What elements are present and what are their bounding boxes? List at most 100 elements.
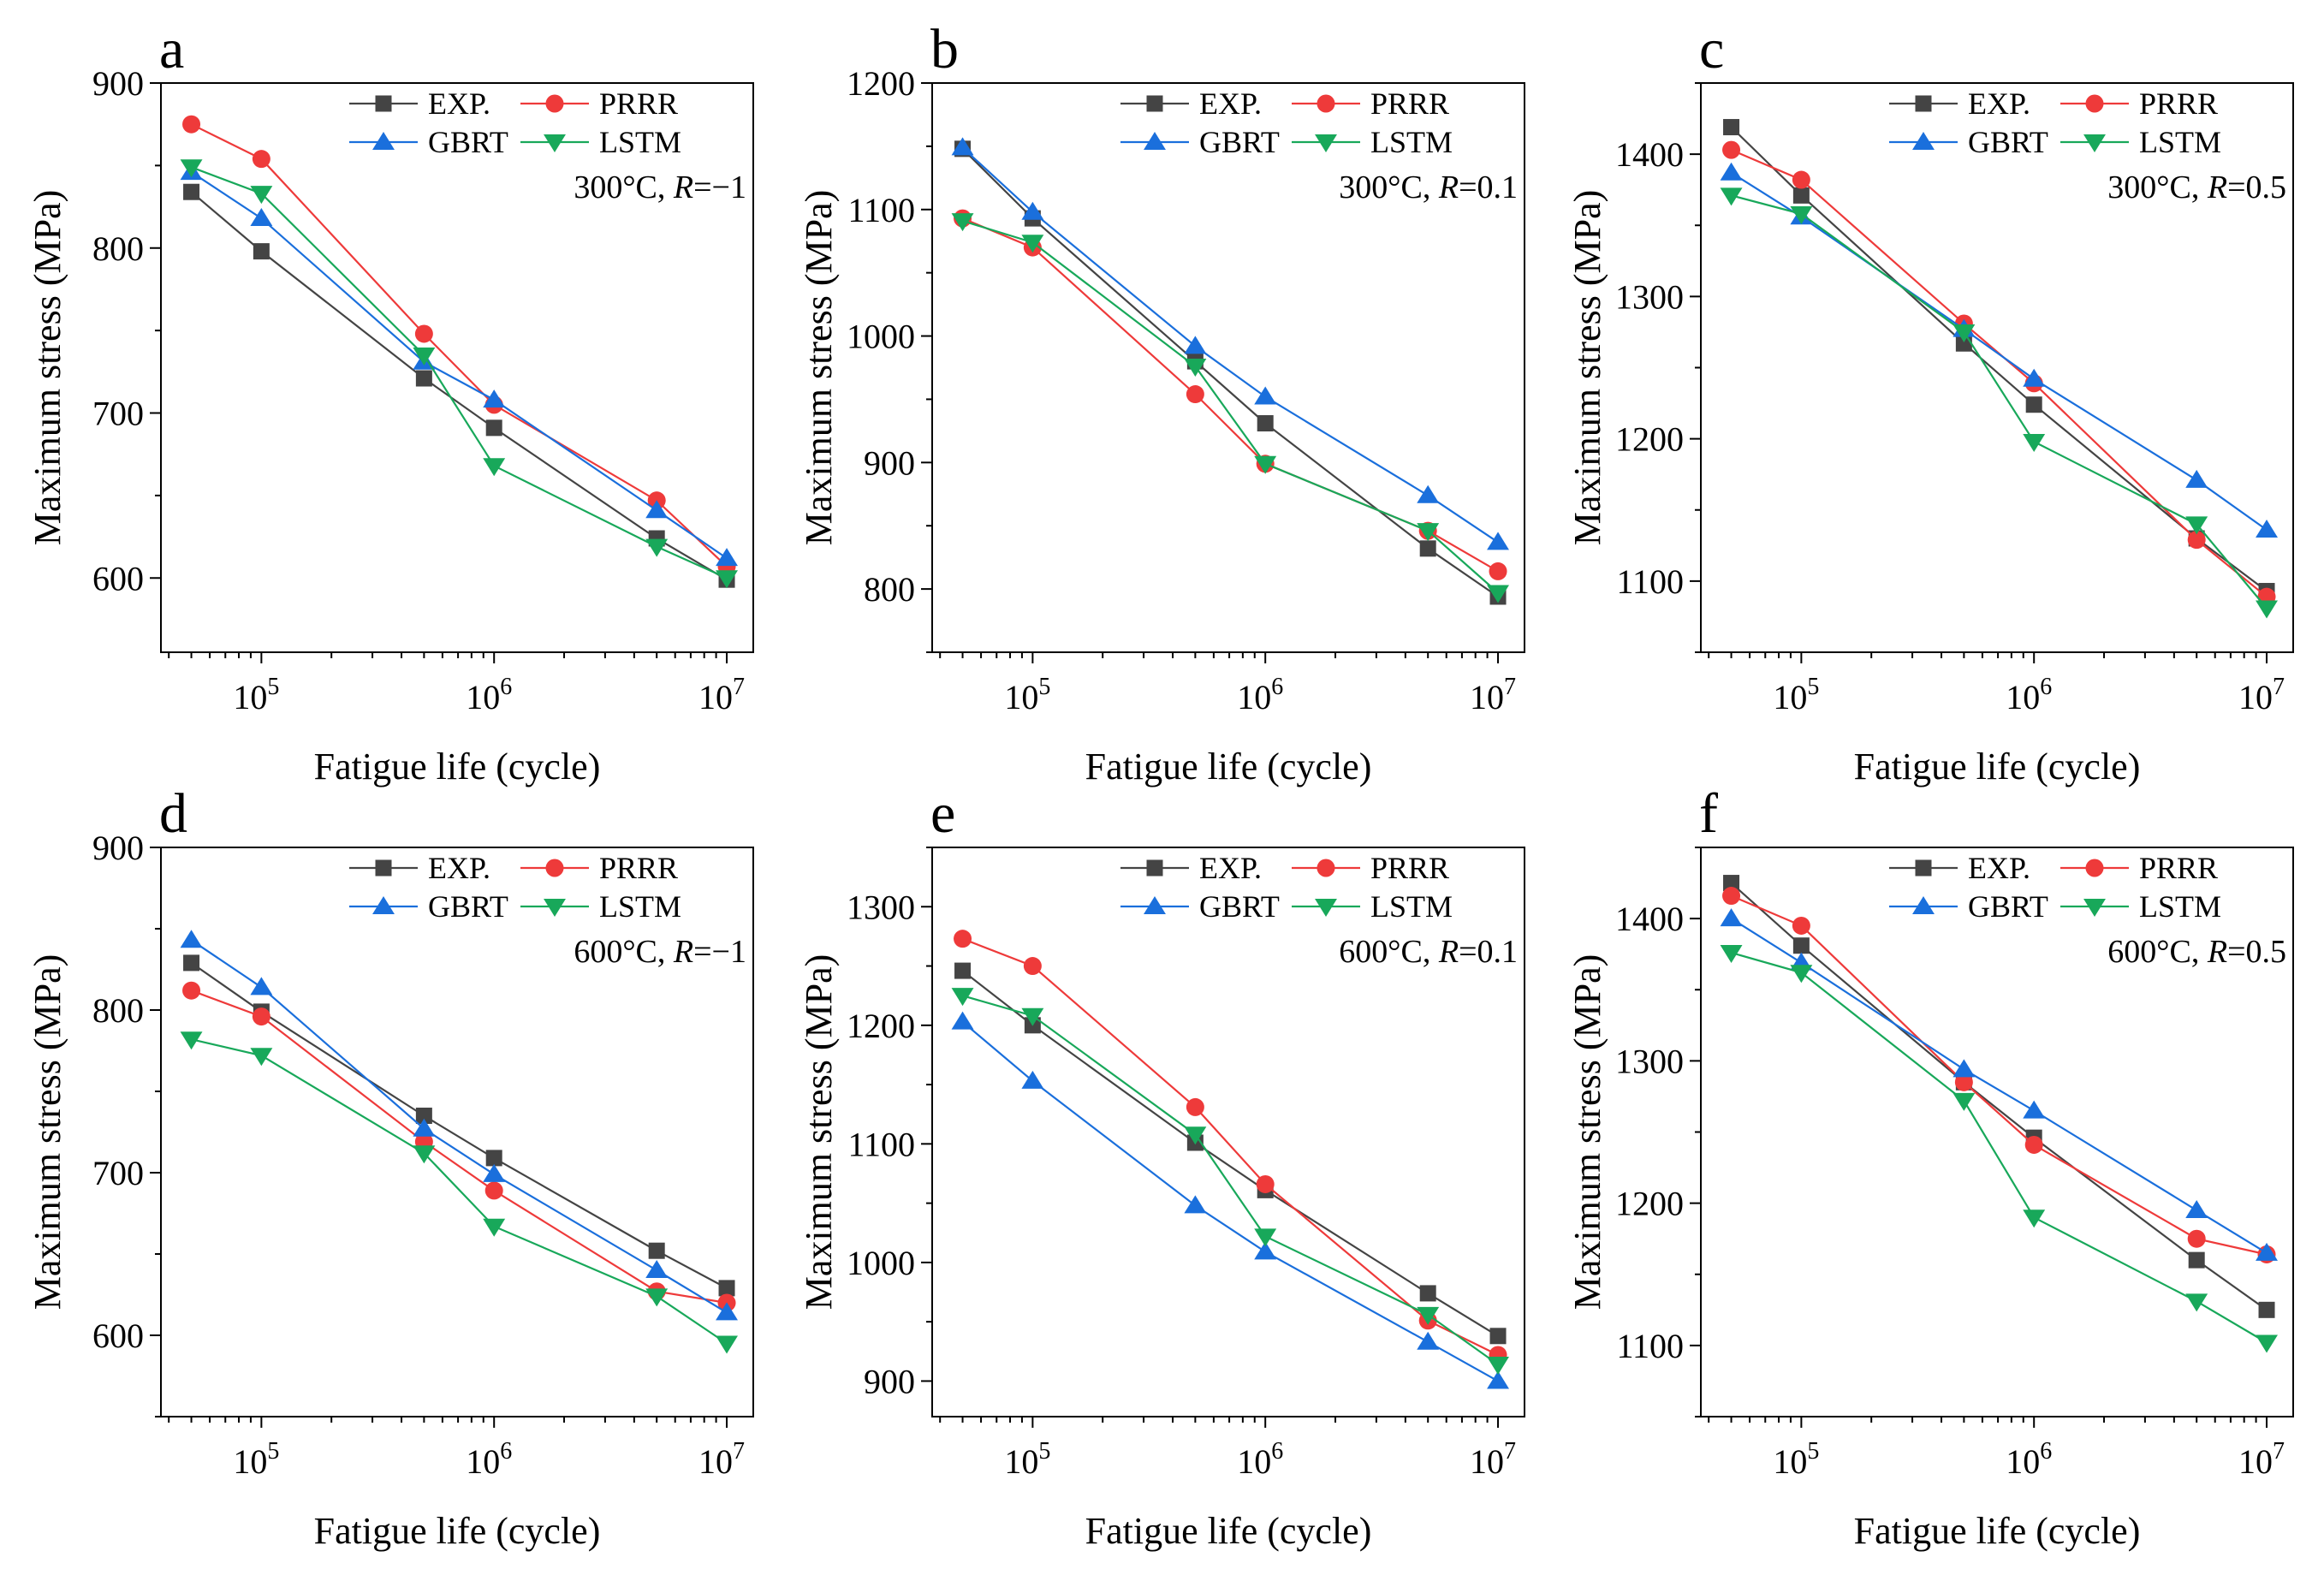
- x-tick-label: 106: [1237, 1438, 1283, 1481]
- data-point: [1257, 415, 1274, 432]
- x-tick-label: 105: [1773, 1438, 1819, 1481]
- data-point: [1954, 1073, 1973, 1091]
- legend-label: EXP.: [1199, 851, 1262, 885]
- x-tick-label: 106: [1237, 674, 1283, 716]
- data-point: [1419, 1285, 1436, 1302]
- y-axis-title: Maximum stress (MPa): [27, 190, 68, 546]
- panel-letter: f: [1699, 782, 1718, 845]
- data-point: [1720, 908, 1743, 927]
- data-point: [1419, 540, 1436, 557]
- data-point: [2023, 433, 2046, 452]
- legend-marker: [1144, 132, 1166, 150]
- y-tick-label: 1400: [1615, 135, 1684, 174]
- legend-marker: [544, 134, 566, 152]
- series-line: [1731, 951, 2268, 1344]
- legend: EXP. PRRR GBRT LSTM: [1889, 851, 2221, 924]
- series-line: [962, 995, 1499, 1365]
- data-point: [1487, 585, 1509, 603]
- y-tick-label: 800: [92, 229, 144, 268]
- data-point: [1417, 484, 1440, 503]
- data-point: [253, 243, 270, 260]
- data-point: [716, 1335, 738, 1354]
- data-point: [1792, 916, 1810, 935]
- series-line: [962, 217, 1499, 573]
- x-tick-label: 107: [1470, 674, 1516, 716]
- x-tick-label: 107: [1470, 1438, 1516, 1481]
- panel-letter: b: [930, 18, 959, 80]
- data-point: [485, 419, 502, 437]
- plot-frame: [931, 847, 1525, 1417]
- chart-panel-f: 1100 1200 1300 1400 105 106 107 Fatigue life (c…: [1566, 782, 2294, 1552]
- series-gbrt: [180, 162, 738, 567]
- legend-label: EXP.: [428, 851, 490, 885]
- legend-label: PRRR: [1370, 851, 1449, 885]
- legend-label: EXP.: [428, 86, 490, 121]
- series-line: [1730, 171, 2268, 531]
- data-point: [415, 1108, 432, 1124]
- data-point: [1953, 1092, 1976, 1111]
- legend-marker: [1144, 896, 1166, 914]
- series-line: [961, 146, 1499, 544]
- series-lstm: [180, 1031, 738, 1354]
- x-axis-title: Fatigue life (cycle): [1085, 1510, 1372, 1552]
- legend-label: PRRR: [1370, 86, 1449, 121]
- data-point: [413, 1145, 436, 1164]
- data-point: [1722, 140, 1741, 159]
- data-point: [1184, 1195, 1207, 1214]
- y-tick-label: 800: [864, 570, 915, 609]
- data-point: [645, 1260, 669, 1278]
- data-point: [2023, 368, 2046, 387]
- data-point: [2185, 469, 2208, 488]
- data-point: [951, 137, 974, 156]
- legend: EXP. PRRR GBRT LSTM: [1889, 86, 2221, 159]
- legend: EXP. PRRR GBRT LSTM: [1120, 86, 1453, 159]
- x-tick-label: 107: [2238, 1438, 2285, 1481]
- data-point: [1184, 336, 1207, 354]
- series-line: [961, 970, 1499, 1337]
- series-line: [190, 961, 728, 1289]
- x-tick-label: 106: [2006, 1438, 2052, 1481]
- y-tick-label: 1200: [847, 64, 915, 103]
- plot-frame: [160, 847, 754, 1417]
- y-tick-label: 600: [92, 1316, 144, 1355]
- data-point: [252, 1007, 270, 1026]
- data-point: [2187, 531, 2206, 550]
- y-tick-label: 1300: [1615, 1042, 1684, 1080]
- data-point: [2187, 1229, 2206, 1248]
- legend-marker: [1317, 859, 1335, 877]
- legend-marker: [2085, 859, 2104, 877]
- data-point: [1953, 324, 1976, 342]
- plot-frame: [160, 82, 754, 653]
- data-point: [1186, 385, 1204, 404]
- data-point: [1487, 1370, 1509, 1389]
- legend-marker: [545, 94, 564, 113]
- data-point: [645, 500, 669, 519]
- series-line: [190, 939, 728, 1314]
- legend-label: PRRR: [599, 86, 678, 121]
- y-tick-label: 1200: [1615, 1185, 1684, 1223]
- data-point: [951, 213, 974, 232]
- data-point: [648, 1242, 665, 1259]
- series-line: [961, 148, 1499, 597]
- data-point: [183, 954, 200, 972]
- y-axis-title: Maximum stress (MPa): [798, 190, 840, 546]
- data-point: [645, 1288, 669, 1307]
- y-tick-label: 700: [92, 1154, 144, 1192]
- legend-marker: [1317, 94, 1335, 113]
- series-line: [190, 191, 728, 581]
- data-point: [1256, 1174, 1275, 1193]
- series-line: [1730, 126, 2268, 592]
- condition-label: 300°C, R=−1: [574, 169, 746, 205]
- x-tick-label: 105: [1004, 674, 1050, 716]
- data-point: [1790, 965, 1813, 984]
- x-axis-title: Fatigue life (cycle): [1085, 746, 1372, 787]
- y-tick-label: 1400: [1615, 900, 1684, 938]
- legend-label: GBRT: [428, 889, 508, 924]
- chart-panel-a: 600 700 800 900 105 106 107 Fatigue life (cycle…: [27, 18, 754, 787]
- data-point: [2258, 1301, 2275, 1318]
- series-line: [1731, 194, 2268, 609]
- data-point: [182, 981, 201, 1000]
- legend-marker: [375, 859, 392, 877]
- legend-marker: [545, 859, 564, 877]
